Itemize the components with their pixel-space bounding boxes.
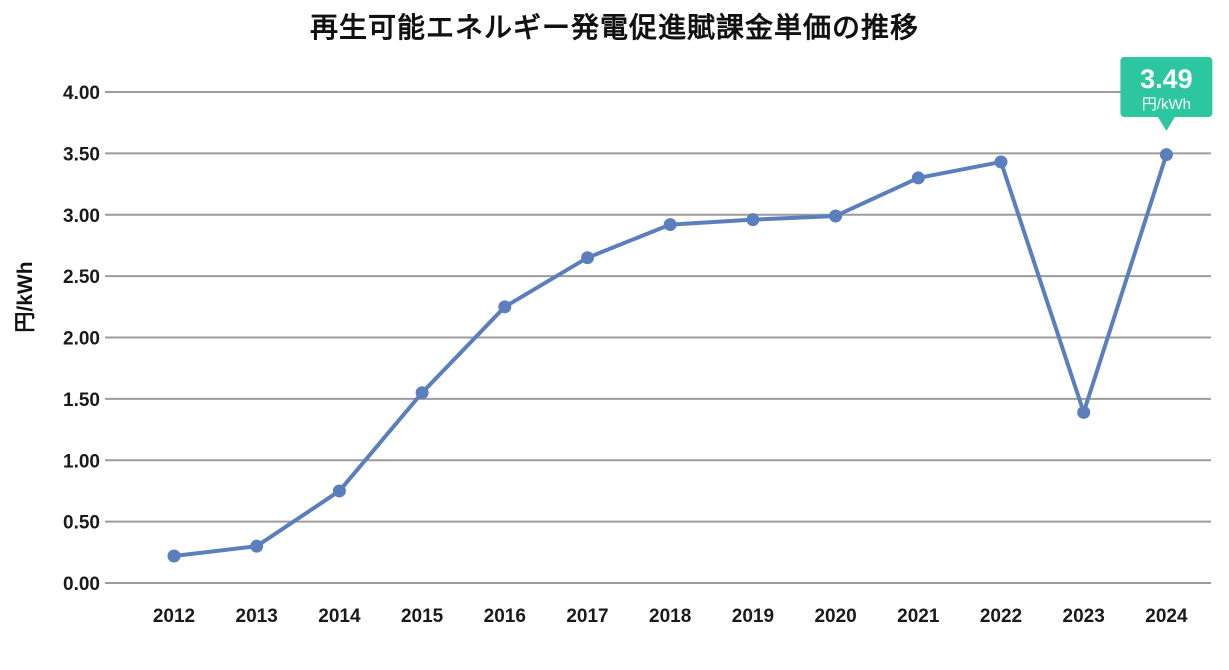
x-tick-label: 2021	[897, 606, 940, 627]
x-tick-label: 2013	[236, 606, 278, 627]
data-point	[332, 484, 346, 498]
data-point	[250, 539, 264, 553]
x-tick-label: 2020	[814, 606, 856, 627]
x-tick-label: 2014	[318, 606, 361, 627]
y-tick-label: 0.00	[63, 574, 100, 595]
data-point	[581, 251, 594, 265]
callout-value: 3.49	[1140, 64, 1193, 94]
x-tick-label: 2024	[1145, 606, 1188, 627]
y-tick-label: 0.50	[63, 513, 100, 534]
callout-badge	[1120, 57, 1213, 117]
y-tick-label: 1.50	[63, 390, 100, 411]
data-point	[1159, 148, 1173, 162]
data-point	[415, 386, 429, 400]
data-point	[1077, 405, 1091, 419]
y-tick-label: 2.50	[63, 267, 100, 288]
x-tick-label: 2016	[484, 606, 526, 627]
data-point	[994, 155, 1008, 169]
callout-pointer	[1157, 116, 1176, 131]
x-tick-label: 2015	[401, 606, 444, 627]
y-tick-label: 4.00	[63, 83, 100, 104]
x-tick-label: 2022	[980, 606, 1022, 627]
x-tick-label: 2023	[1063, 606, 1105, 627]
callout-unit: 円/kWh	[1142, 96, 1191, 113]
data-point	[167, 549, 181, 563]
y-tick-label: 3.00	[63, 206, 100, 227]
x-tick-label: 2019	[732, 606, 774, 627]
y-tick-label: 3.50	[63, 144, 100, 165]
data-point	[746, 213, 760, 227]
y-tick-label: 1.00	[63, 451, 100, 472]
x-tick-label: 2017	[566, 606, 608, 627]
x-tick-label: 2018	[649, 606, 691, 627]
data-point	[911, 171, 925, 185]
chart-title: 再生可能エネルギー発電促進賦課金単価の推移	[309, 12, 919, 43]
y-tick-label: 2.00	[63, 329, 100, 350]
data-point	[829, 209, 843, 223]
x-tick-label: 2012	[153, 606, 195, 627]
data-point	[663, 218, 677, 232]
data-point	[498, 300, 512, 314]
